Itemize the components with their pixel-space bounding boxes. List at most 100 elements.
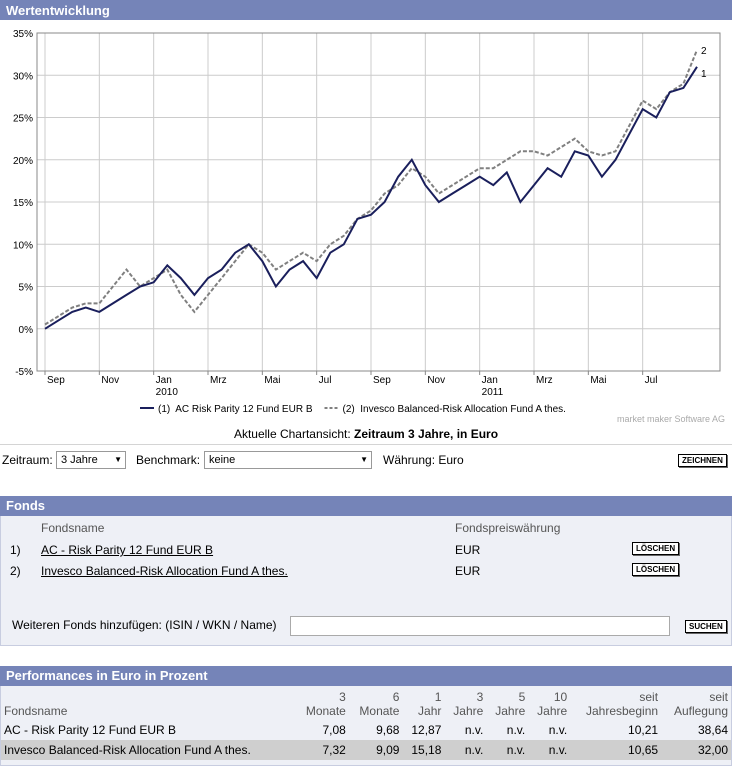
column-header: seit Auflegung: [661, 688, 731, 720]
performance-value: 12,87: [411, 723, 442, 737]
performance-value: n.v.: [548, 723, 568, 737]
funds-header: Fondsname: [41, 521, 105, 535]
column-header: 3 Monate: [295, 688, 349, 720]
performance-value: 9,68: [376, 723, 400, 737]
chart: Wertentwicklung market maker Software AG…: [0, 0, 732, 445]
series-line: [44, 66, 698, 330]
series-end-label: 1: [701, 69, 707, 80]
header-line: Jahre: [537, 704, 568, 718]
column-header: 6 Monate: [349, 688, 403, 720]
performance-value: n.v.: [506, 723, 526, 737]
header-line: 3: [339, 690, 346, 704]
performance-table: Fondsname 3 Monate 6 Monate 1 Jahr 3 Jahre 5 Jahre…: [1, 688, 731, 760]
header-line: 10: [553, 690, 568, 704]
series-end-label: 2: [701, 46, 707, 57]
column-header: 3 Jahre: [444, 688, 486, 720]
search-button[interactable]: SUCHEN: [685, 620, 727, 633]
performance-value: 7,08: [322, 723, 346, 737]
x-tick-label: Nov: [427, 375, 445, 386]
performance-value: 32,00: [697, 743, 728, 757]
y-tick-label: 30%: [13, 71, 33, 82]
header-line: 6: [392, 690, 400, 704]
header-line: Fondsname: [4, 704, 68, 718]
fund-name[interactable]: Invesco Balanced-Risk Allocation Fund A …: [41, 564, 288, 578]
benchmark-select[interactable]: keine: [204, 451, 372, 469]
performance-value: 9,09: [376, 743, 400, 757]
benchmark-label: Benchmark:: [136, 453, 201, 467]
performance-value: 15,18: [411, 743, 442, 757]
y-tick-label: 20%: [13, 156, 33, 167]
period-select[interactable]: 3 Jahre: [56, 451, 126, 469]
x-tick-label: Sep: [47, 375, 65, 386]
series-line: [44, 49, 698, 326]
fund-name[interactable]: AC - Risk Parity 12 Fund EUR B: [41, 543, 214, 557]
header-line: 3: [476, 690, 484, 704]
column-header: 1 Jahr: [402, 688, 444, 720]
caption: Aktuelle Chartansicht: Zeitraum 3 Jahre,…: [234, 427, 498, 441]
delete-button[interactable]: LÖSCHEN: [632, 563, 680, 576]
fund-name: AC - Risk Parity 12 Fund EUR B: [4, 723, 177, 737]
performance-value: 10,65: [628, 743, 659, 757]
header-line: Monate: [359, 704, 400, 718]
y-tick-label: 0%: [19, 325, 34, 336]
x-tick-label: Mai: [264, 375, 280, 386]
currency: Währung: Euro: [383, 453, 464, 467]
add-label: Weiteren Fonds hinzufügen: (ISIN / WKN /…: [12, 618, 277, 632]
caption-value: Zeitraum 3 Jahre, in Euro: [354, 427, 498, 441]
column-header: 5 Jahre: [486, 688, 528, 720]
legend-label: (1) AC Risk Parity 12 Fund EUR B: [158, 404, 313, 415]
fund-currency: EUR: [455, 543, 481, 557]
x-tick-label: Nov: [101, 375, 119, 386]
credit: market maker Software AG: [617, 414, 725, 424]
performance-title: Performances in Euro in Prozent: [0, 666, 732, 686]
period-label: Zeitraum:: [2, 453, 53, 467]
performance-value: n.v.: [464, 723, 484, 737]
delete-button[interactable]: LÖSCHEN: [632, 542, 680, 555]
y-tick-label: -5%: [15, 367, 33, 378]
fund-index: 2): [10, 564, 21, 578]
performance-value: 10,21: [628, 723, 659, 737]
x-tick-label: Jan 2011: [482, 375, 504, 398]
x-tick-label: Mrz: [536, 375, 553, 386]
x-tick-label: Jul: [645, 375, 658, 386]
column-header: seit Jahresbeginn: [570, 688, 661, 720]
fund-name: Invesco Balanced-Risk Allocation Fund A …: [4, 743, 251, 757]
x-tick-label: Jan 2010: [156, 375, 179, 398]
y-tick-label: 25%: [13, 114, 33, 125]
draw-button[interactable]: ZEICHNEN: [678, 454, 727, 467]
performance-value: n.v.: [548, 743, 568, 757]
performance-value: n.v.: [464, 743, 484, 757]
x-tick-label: Mai: [590, 375, 606, 386]
performance-value: 7,32: [322, 743, 346, 757]
fund-index: 1): [10, 543, 21, 557]
header-line: seit: [709, 690, 728, 704]
y-tick-label: 15%: [13, 198, 33, 209]
header-line: 1: [434, 690, 442, 704]
performance-value: 38,64: [697, 723, 728, 737]
header-line: Jahr: [418, 704, 442, 718]
search-input[interactable]: [290, 616, 670, 636]
header-line: seit: [639, 690, 659, 704]
x-tick-label: Jul: [319, 375, 332, 386]
header-line: 5: [518, 690, 526, 704]
header-line: Jahre: [495, 704, 526, 718]
legend-label: (2) Invesco Balanced-Risk Allocation Fun…: [343, 404, 566, 415]
header-bar: [0, 0, 732, 20]
x-tick-label: Mrz: [210, 375, 227, 386]
funds-title: Fonds: [0, 496, 732, 516]
header-row: Fondsname 3 Monate 6 Monate 1 Jahr 3 Jahre 5 Jahre…: [1, 688, 731, 720]
performance-value: n.v.: [506, 743, 526, 757]
caption-label: Aktuelle Chartansicht:: [234, 427, 351, 441]
y-tick-label: 10%: [13, 240, 33, 251]
plot-border: [36, 32, 721, 372]
header-line: Jahre: [453, 704, 484, 718]
funds-header: Fondspreiswährung: [455, 521, 561, 535]
y-tick-label: 5%: [19, 283, 34, 294]
header-line: Monate: [305, 704, 346, 718]
header-title: Wertentwicklung: [6, 3, 110, 18]
header-line: Jahresbeginn: [585, 704, 659, 718]
header-line: Auflegung: [673, 704, 728, 718]
performance-row: AC - Risk Parity 12 Fund EUR B 7,08 9,68 12…: [1, 720, 731, 740]
y-tick-label: 35%: [13, 29, 33, 40]
